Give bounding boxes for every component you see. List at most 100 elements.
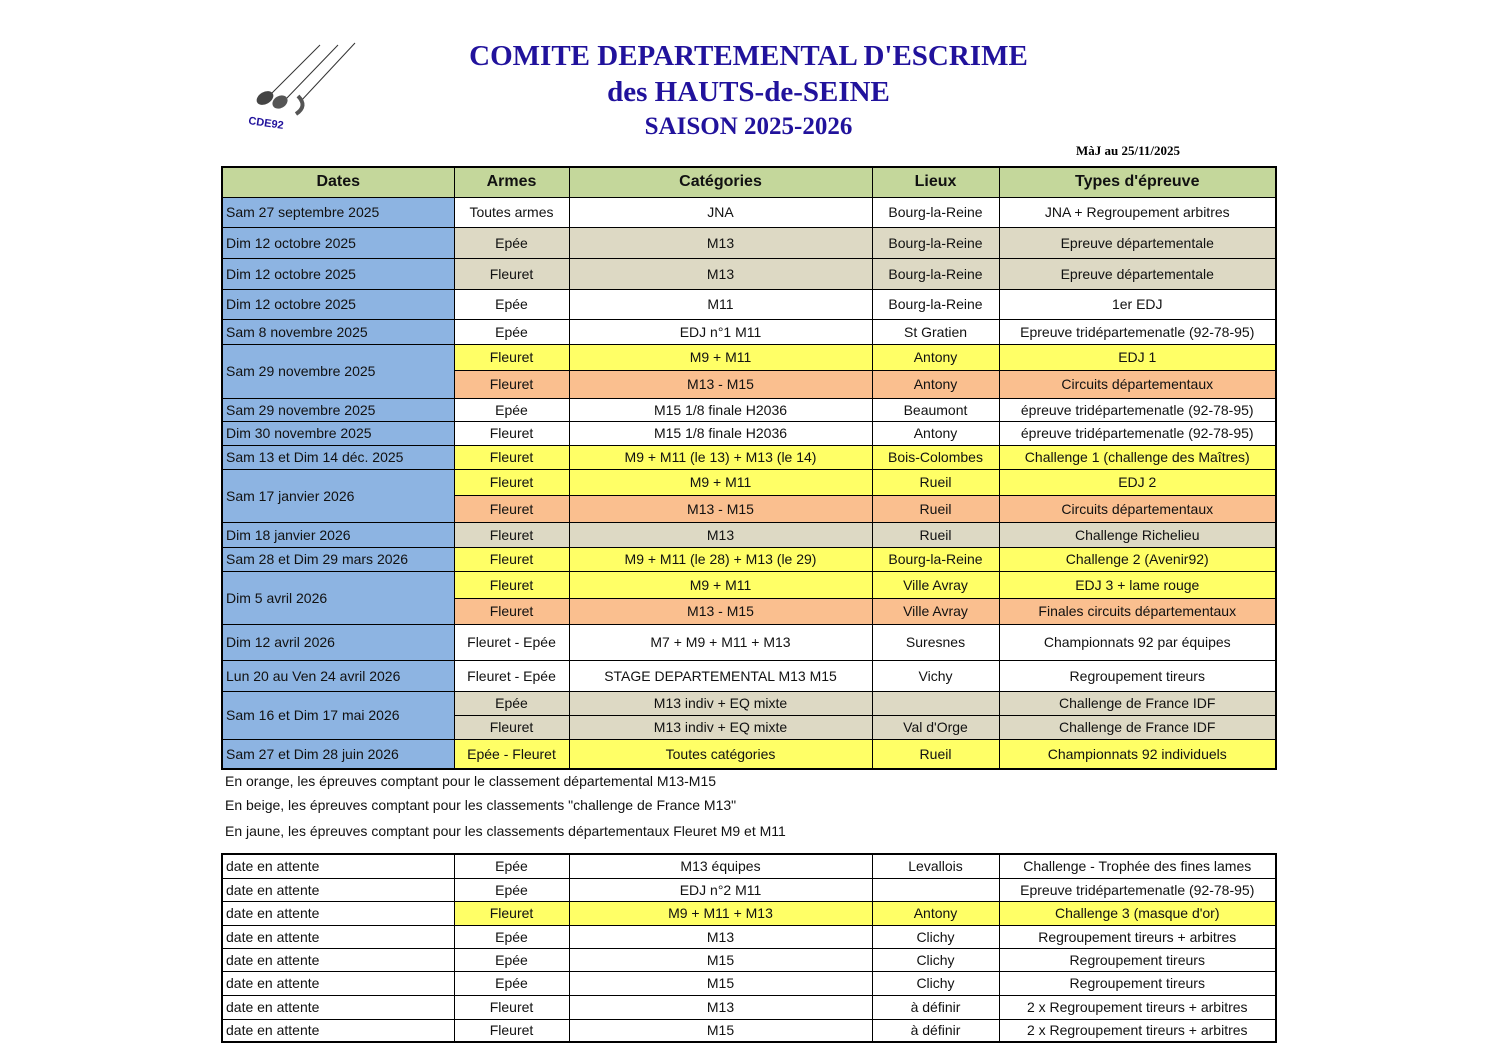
table-row: Dim 18 janvier 2026 Fleuret M13 Rueil Challe… (221, 521, 1277, 548)
cell-lieu: Suresnes (871, 623, 1000, 661)
cell-date: date en attente (221, 1018, 455, 1043)
cell-arme: Fleuret (453, 420, 570, 446)
cell-categorie: EDJ n°1 M11 (568, 318, 873, 345)
cell-date: Sam 13 et Dim 14 déc. 2025 (221, 444, 455, 470)
table-row: Sam 8 novembre 2025 Epée EDJ n°1 M11 St Gra… (221, 318, 1277, 345)
table-row: Sam 13 et Dim 14 déc. 2025 Fleuret M9 + M1… (221, 444, 1277, 470)
cell-arme: Fleuret (453, 343, 570, 371)
cell-type: Epreuve départementale (998, 226, 1277, 259)
cell-categorie: M13 (568, 924, 873, 949)
cell-categorie: M13 (568, 226, 873, 259)
cell-categorie: M11 (568, 288, 873, 320)
cell-type: EDJ 1 (998, 343, 1277, 371)
cell-lieu: Clichy (871, 947, 1000, 972)
header-row: Dates Armes Catégories Lieux Types d'épr… (221, 166, 1277, 198)
legend-beige: En beige, les épreuves comptant pour les… (225, 797, 737, 813)
cell-type: 1er EDJ (998, 288, 1277, 320)
cell-lieu: Ville Avray (871, 570, 1000, 599)
cell-type: Epreuve tridépartemenatle (92-78-95) (998, 318, 1277, 345)
table-row: Fleuret M13 - M15 Antony Circuits départeme… (222, 369, 1277, 399)
cell-type: EDJ 3 + lame rouge (998, 570, 1277, 599)
cell-arme: Epée (453, 318, 570, 345)
table-row: Dim 12 octobre 2025 Epée M11 Bourg-la-Reine… (221, 288, 1277, 320)
cell-arme: Epée (453, 970, 570, 996)
cell-type: Championnats 92 par équipes (998, 623, 1277, 661)
cell-arme: Epée (453, 924, 570, 949)
pending-events-table: date en attente Epée M13 équipes Levallois C… (221, 853, 1277, 1043)
cell-arme: Epée (453, 397, 570, 422)
title-department: des HAUTS-de-SEINE (607, 76, 890, 108)
cell-lieu: Rueil (871, 521, 1000, 548)
table-row: date en attente Epée EDJ n°2 M11 Epreuve tr… (221, 877, 1277, 902)
cell-lieu: à définir (871, 1018, 1000, 1043)
cde92-logo: CDE92 (248, 42, 356, 130)
cell-date: date en attente (221, 853, 455, 879)
cell-categorie: M15 (568, 947, 873, 972)
cell-date: Sam 17 janvier 2026 (221, 468, 455, 523)
cell-arme: Epée (453, 853, 570, 879)
cell-type: Epreuve départementale (998, 257, 1277, 290)
cell-arme: Fleuret (453, 714, 570, 740)
cell-arme: Fleuret (453, 597, 570, 625)
table-row: Fleuret M13 - M15 Ville Avray Finales circu… (222, 597, 1277, 625)
cell-lieu: Val d'Orge (871, 714, 1000, 740)
cell-lieu: Bourg-la-Reine (871, 257, 1000, 290)
cell-type: Circuits départementaux (998, 369, 1277, 399)
col-types: Types d'épreuve (998, 166, 1277, 198)
cell-lieu: Rueil (871, 738, 1000, 770)
cell-date: Dim 12 octobre 2025 (221, 226, 455, 259)
cell-arme: Fleuret (453, 546, 570, 572)
cell-lieu: à définir (871, 994, 1000, 1020)
cell-date: date en attente (221, 970, 455, 996)
table-row: Dim 12 octobre 2025 Fleuret M13 Bourg-la-Re… (221, 257, 1277, 290)
cell-categorie: M13 (568, 257, 873, 290)
cell-date: Dim 12 octobre 2025 (221, 288, 455, 320)
cell-type: épreuve tridépartemenatle (92-78-95) (998, 397, 1277, 422)
cell-lieu: Rueil (871, 468, 1000, 496)
cell-categorie: M13 - M15 (568, 369, 873, 399)
cell-arme: Epée (453, 877, 570, 902)
cell-categorie: M9 + M11 (le 28) + M13 (le 29) (568, 546, 873, 572)
cell-categorie: M13 - M15 (568, 494, 873, 523)
cell-lieu: Bourg-la-Reine (871, 288, 1000, 320)
cell-arme: Epée (453, 690, 570, 716)
cell-lieu: Bourg-la-Reine (871, 226, 1000, 259)
table-row: Dim 12 avril 2026 Fleuret - Epée M7 + M9 +… (221, 623, 1277, 661)
table-row: Sam 29 novembre 2025 Fleuret M9 + M11 Anton… (221, 343, 1277, 399)
legend-yellow: En jaune, les épreuves comptant pour les… (225, 823, 786, 839)
cell-arme: Fleuret (453, 468, 570, 496)
cell-arme: Fleuret (453, 900, 570, 926)
cell-categorie: M7 + M9 + M11 + M13 (568, 623, 873, 661)
cell-date: Sam 27 et Dim 28 juin 2026 (221, 738, 455, 770)
cell-type: Challenge - Trophée des fines lames (998, 853, 1277, 879)
legend-orange: En orange, les épreuves comptant pour le… (225, 773, 717, 789)
cell-arme: Epée (453, 288, 570, 320)
cell-lieu: Clichy (871, 924, 1000, 949)
table-row: Sam 17 janvier 2026 Fleuret M9 + M11 Rueil E… (221, 468, 1277, 523)
table-row: Dim 30 novembre 2025 Fleuret M15 1/8 final… (221, 420, 1277, 446)
cell-date: Sam 28 et Dim 29 mars 2026 (221, 546, 455, 572)
cell-arme: Epée - Fleuret (453, 738, 570, 770)
cell-lieu: Antony (871, 343, 1000, 371)
cell-categorie: Toutes catégories (568, 738, 873, 770)
cell-lieu: Vichy (871, 659, 1000, 692)
cell-date: Sam 29 novembre 2025 (221, 343, 455, 399)
cell-categorie: EDJ n°2 M11 (568, 877, 873, 902)
update-date: MàJ au 25/11/2025 (1076, 143, 1181, 158)
cell-arme: Fleuret (453, 444, 570, 470)
cell-date: Sam 29 novembre 2025 (221, 397, 455, 422)
cell-date: Dim 18 janvier 2026 (221, 521, 455, 548)
col-lieux: Lieux (871, 166, 1000, 198)
table-row: Sam 27 septembre 2025 Toutes armes JNA Bour… (221, 196, 1277, 228)
cell-type: épreuve tridépartemenatle (92-78-95) (998, 420, 1277, 446)
cell-lieu: Clichy (871, 970, 1000, 996)
cell-lieu: Bourg-la-Reine (871, 196, 1000, 228)
cell-lieu: Beaumont (871, 397, 1000, 422)
cell-date: Sam 16 et Dim 17 mai 2026 (221, 690, 455, 740)
cell-type: Challenge 1 (challenge des Maîtres) (998, 444, 1277, 470)
cell-lieu: St Gratien (871, 318, 1000, 345)
cell-arme: Fleuret (453, 494, 570, 523)
cell-lieu: Bourg-la-Reine (871, 546, 1000, 572)
cell-type: Regroupement tireurs (998, 947, 1277, 972)
table-row: date en attente Epée M13 Clichy Regroupement… (221, 924, 1277, 949)
